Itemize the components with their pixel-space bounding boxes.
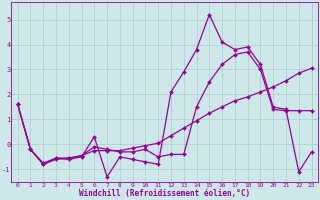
X-axis label: Windchill (Refroidissement éolien,°C): Windchill (Refroidissement éolien,°C): [79, 189, 250, 198]
